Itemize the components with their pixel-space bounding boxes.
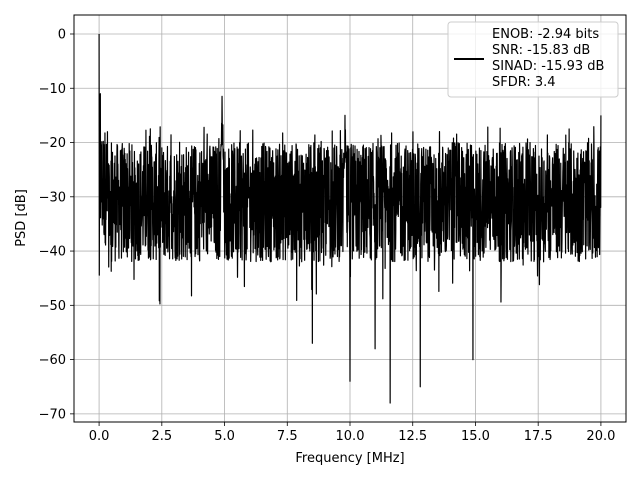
x-axis-ticks: 0.0 2.5 5.0 7.5 10.0 12.5 15.0 17.5 20.0 [89,422,615,444]
legend-sinad: SINAD: -15.93 dB [492,59,604,74]
y-tick-label: 0 [58,27,66,42]
y-tick-label: −70 [39,407,66,422]
x-tick-label: 2.5 [151,429,172,444]
x-tick-label: 7.5 [277,429,298,444]
psd-series [98,33,602,404]
x-tick-label: 17.5 [524,429,553,444]
x-tick-label: 20.0 [586,429,615,444]
psd-line [98,33,602,404]
x-tick-label: 15.0 [461,429,490,444]
y-tick-label: −40 [39,245,66,260]
legend-sfdr: SFDR: 3.4 [492,75,556,90]
y-axis-label: PSD [dB] [14,189,29,247]
x-axis-label: Frequency [MHz] [295,451,404,466]
y-tick-label: −60 [39,353,66,368]
y-tick-label: −50 [39,299,66,314]
y-axis-ticks: 0 −10 −20 −30 −40 −50 −60 −70 [39,27,74,422]
y-tick-label: −30 [39,190,66,205]
legend-enob: ENOB: -2.94 bits [492,27,599,42]
x-tick-label: 10.0 [336,429,365,444]
legend-box [447,21,619,98]
legend: ENOB: -2.94 bits SNR: -15.83 dB SINAD: -… [447,21,619,98]
x-tick-label: 0.0 [89,429,110,444]
legend-snr: SNR: -15.83 dB [492,43,590,58]
y-tick-label: −20 [39,136,66,151]
y-tick-label: −10 [39,82,66,97]
x-tick-label: 12.5 [398,429,427,444]
x-tick-label: 5.0 [214,429,235,444]
